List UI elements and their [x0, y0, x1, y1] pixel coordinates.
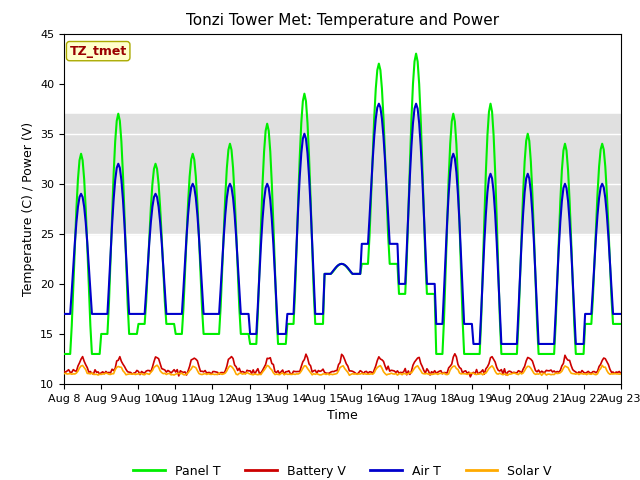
Y-axis label: Temperature (C) / Power (V): Temperature (C) / Power (V): [22, 122, 35, 296]
Legend: Panel T, Battery V, Air T, Solar V: Panel T, Battery V, Air T, Solar V: [129, 460, 556, 480]
Bar: [64, 114, 621, 234]
Title: Tonzi Tower Met: Temperature and Power: Tonzi Tower Met: Temperature and Power: [186, 13, 499, 28]
X-axis label: Time: Time: [327, 409, 358, 422]
Text: TZ_tmet: TZ_tmet: [70, 45, 127, 58]
